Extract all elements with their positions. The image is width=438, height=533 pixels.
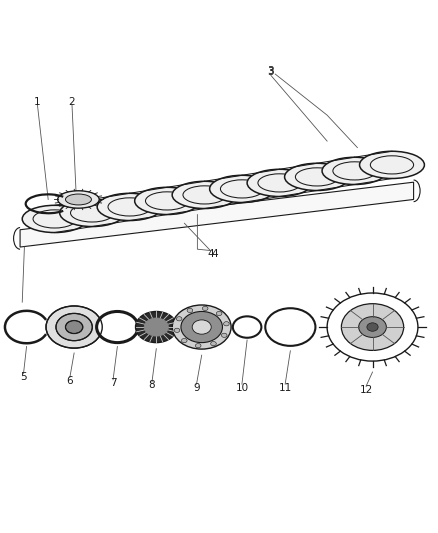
Ellipse shape	[177, 317, 182, 321]
Ellipse shape	[202, 306, 208, 311]
Ellipse shape	[233, 317, 261, 338]
Ellipse shape	[211, 342, 216, 346]
Ellipse shape	[187, 308, 193, 312]
Text: 2: 2	[69, 97, 75, 107]
Ellipse shape	[56, 313, 92, 341]
Ellipse shape	[247, 169, 312, 197]
Ellipse shape	[223, 322, 229, 326]
Ellipse shape	[222, 333, 227, 337]
Text: 6: 6	[67, 376, 73, 386]
Text: 4: 4	[207, 248, 214, 259]
Ellipse shape	[172, 305, 231, 349]
Text: 9: 9	[193, 383, 200, 393]
Ellipse shape	[359, 317, 386, 337]
Text: 1: 1	[34, 97, 41, 107]
Ellipse shape	[210, 175, 275, 203]
Text: 7: 7	[110, 378, 117, 388]
Ellipse shape	[265, 308, 315, 346]
Text: 11: 11	[279, 383, 292, 393]
Ellipse shape	[181, 311, 223, 343]
Ellipse shape	[144, 318, 168, 336]
Ellipse shape	[135, 311, 177, 343]
Ellipse shape	[322, 157, 387, 184]
Text: 12: 12	[360, 385, 373, 395]
Ellipse shape	[181, 338, 187, 343]
Ellipse shape	[66, 320, 83, 334]
Ellipse shape	[174, 328, 180, 333]
Ellipse shape	[46, 306, 102, 348]
Ellipse shape	[285, 163, 350, 190]
Ellipse shape	[367, 323, 378, 331]
Text: 5: 5	[20, 372, 27, 382]
Ellipse shape	[341, 304, 404, 350]
Ellipse shape	[360, 151, 424, 179]
Ellipse shape	[58, 191, 99, 208]
Text: 10: 10	[235, 383, 248, 393]
Ellipse shape	[60, 199, 124, 227]
Ellipse shape	[22, 205, 87, 232]
Text: 3: 3	[268, 66, 274, 76]
Polygon shape	[20, 182, 413, 247]
Ellipse shape	[216, 311, 222, 316]
Ellipse shape	[66, 194, 92, 205]
Ellipse shape	[172, 181, 237, 208]
Ellipse shape	[97, 193, 162, 221]
Ellipse shape	[134, 187, 200, 215]
Text: 3: 3	[268, 67, 274, 77]
Text: 8: 8	[148, 381, 155, 390]
Ellipse shape	[192, 320, 211, 334]
Ellipse shape	[97, 311, 138, 343]
Text: 4: 4	[212, 248, 218, 259]
Ellipse shape	[195, 344, 201, 348]
